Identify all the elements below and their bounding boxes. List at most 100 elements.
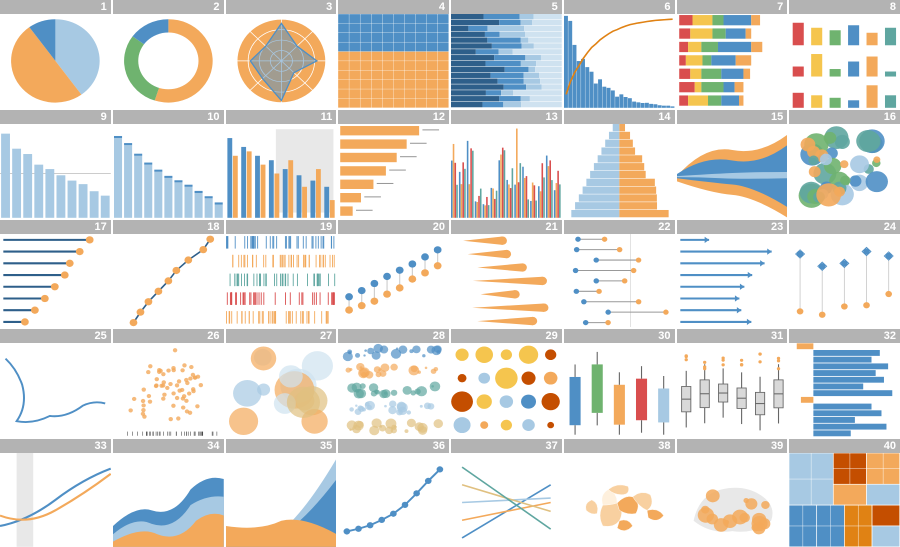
chart-comet	[451, 234, 562, 328]
cell-number: 18	[113, 220, 224, 234]
cell-number: 27	[226, 329, 337, 343]
cell-number: 10	[113, 110, 224, 124]
chart-cell-20: 20	[338, 220, 449, 328]
chart-stackedhbar	[451, 14, 562, 108]
chart-cell-34: 34	[113, 439, 224, 547]
chart-cell-21: 21	[451, 220, 562, 328]
chart-barcode	[226, 234, 337, 328]
chart-cell-39: 39	[677, 439, 788, 547]
chart-bar	[113, 124, 224, 218]
chart-cell-31: 31	[677, 329, 788, 437]
cell-number: 23	[677, 220, 788, 234]
cell-number: 1	[0, 0, 111, 14]
cell-number: 31	[677, 329, 788, 343]
chart-boxplot	[677, 343, 788, 437]
chart-stream	[677, 124, 788, 218]
cell-number: 2	[113, 0, 224, 14]
chart-cell-23: 23	[677, 220, 788, 328]
chart-cell-2: 2	[113, 0, 224, 108]
cell-number: 7	[677, 0, 788, 14]
chart-groupedbar	[451, 124, 562, 218]
chart-cell-9: 9	[0, 110, 111, 218]
cell-number: 5	[451, 0, 562, 14]
chart-stackedhbar2	[677, 14, 788, 108]
chart-waffle	[338, 14, 449, 108]
chart-cell-3: 3	[226, 0, 337, 108]
cell-number: 9	[0, 110, 111, 124]
chart-cell-6: 6	[564, 0, 675, 108]
chart-polar	[226, 14, 337, 108]
chart-cell-40: 40	[789, 439, 900, 547]
chart-bubblemap	[677, 453, 788, 547]
cell-number: 20	[338, 220, 449, 234]
chart-cell-14: 14	[564, 110, 675, 218]
chart-donut	[113, 14, 224, 108]
cell-number: 8	[789, 0, 900, 14]
chart-cell-27: 27	[226, 329, 337, 437]
chart-hbarneg	[789, 343, 900, 437]
cell-number: 36	[338, 439, 449, 453]
chart-boxalt	[564, 343, 675, 437]
chart-pie	[0, 14, 111, 108]
chart-cell-15: 15	[677, 110, 788, 218]
cell-number: 30	[564, 329, 675, 343]
cell-number: 21	[451, 220, 562, 234]
chart-cell-17: 17	[0, 220, 111, 328]
cell-number: 3	[226, 0, 337, 14]
cell-number: 40	[789, 439, 900, 453]
chart-cell-4: 4	[338, 0, 449, 108]
chart-scatter	[113, 343, 224, 437]
chart-linecoast	[0, 343, 111, 437]
cell-number: 25	[0, 329, 111, 343]
chart-slopes	[451, 453, 562, 547]
chart-cell-30: 30	[564, 329, 675, 437]
cell-number: 16	[789, 110, 900, 124]
chart-cell-18: 18	[113, 220, 224, 328]
cell-number: 32	[789, 329, 900, 343]
chart-bargrouped	[226, 124, 337, 218]
cell-number: 11	[226, 110, 337, 124]
cell-number: 4	[338, 0, 449, 14]
chart-cell-29: 29	[451, 329, 562, 437]
chart-cell-38: 38	[564, 439, 675, 547]
chart-dumbbell	[338, 234, 449, 328]
cell-number: 33	[0, 439, 111, 453]
chart-smallmult	[789, 14, 900, 108]
chart-arearidg	[113, 453, 224, 547]
chart-cell-33: 33	[0, 439, 111, 547]
cell-number: 35	[226, 439, 337, 453]
chart-dotconnect	[113, 234, 224, 328]
chart-cell-8: 8	[789, 0, 900, 108]
chart-linepoints	[338, 453, 449, 547]
cell-number: 19	[226, 220, 337, 234]
chart-treemap	[789, 453, 900, 547]
chart-cell-16: 16	[789, 110, 900, 218]
chart-choropleth	[564, 453, 675, 547]
chart-pareto	[564, 14, 675, 108]
chart-cell-26: 26	[113, 329, 224, 437]
chart-beeswarm	[338, 343, 449, 437]
chart-cell-32: 32	[789, 329, 900, 437]
chart-cell-10: 10	[113, 110, 224, 218]
chart-cell-24: 24	[789, 220, 900, 328]
chart-hbar	[338, 124, 449, 218]
cell-number: 15	[677, 110, 788, 124]
cell-number: 22	[564, 220, 675, 234]
cell-number: 29	[451, 329, 562, 343]
cell-number: 6	[564, 0, 675, 14]
chart-cell-13: 13	[451, 110, 562, 218]
chart-bubble	[226, 343, 337, 437]
chart-bubblegrid	[451, 343, 562, 437]
cell-number: 28	[338, 329, 449, 343]
cell-number: 12	[338, 110, 449, 124]
chart-bar	[0, 124, 111, 218]
cell-number: 34	[113, 439, 224, 453]
chart-cell-1: 1	[0, 0, 111, 108]
chart-cell-7: 7	[677, 0, 788, 108]
chart-cell-36: 36	[338, 439, 449, 547]
cell-number: 39	[677, 439, 788, 453]
cell-number: 14	[564, 110, 675, 124]
chart-packedcircles	[789, 124, 900, 218]
cell-number: 24	[789, 220, 900, 234]
chart-cell-28: 28	[338, 329, 449, 437]
